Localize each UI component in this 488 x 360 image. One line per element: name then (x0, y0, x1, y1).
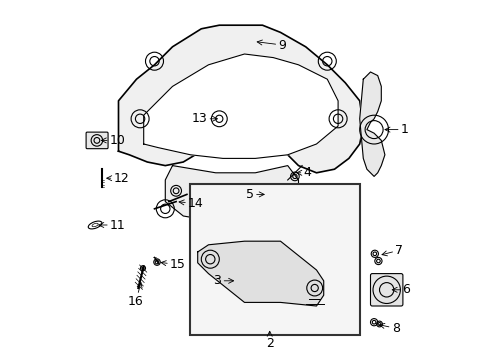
Polygon shape (165, 166, 298, 223)
Polygon shape (143, 54, 337, 158)
Text: 6: 6 (391, 283, 409, 296)
Text: 1: 1 (384, 123, 408, 136)
Text: 3: 3 (213, 274, 233, 287)
Polygon shape (197, 241, 323, 306)
Text: 2: 2 (265, 331, 273, 350)
Text: 9: 9 (257, 39, 285, 51)
Polygon shape (118, 25, 363, 173)
Text: 8: 8 (379, 322, 399, 335)
Polygon shape (359, 72, 384, 176)
Text: 10: 10 (101, 134, 125, 147)
Text: 16: 16 (128, 283, 143, 308)
Text: 12: 12 (106, 172, 129, 185)
Text: 4: 4 (296, 166, 311, 179)
FancyBboxPatch shape (86, 132, 108, 149)
Text: 7: 7 (381, 244, 403, 257)
Text: 11: 11 (99, 219, 125, 231)
Text: 5: 5 (245, 188, 264, 201)
FancyBboxPatch shape (370, 274, 402, 306)
Text: 13: 13 (191, 112, 217, 125)
Bar (190, 184, 359, 335)
Text: 15: 15 (161, 258, 185, 271)
Text: 14: 14 (179, 197, 203, 210)
